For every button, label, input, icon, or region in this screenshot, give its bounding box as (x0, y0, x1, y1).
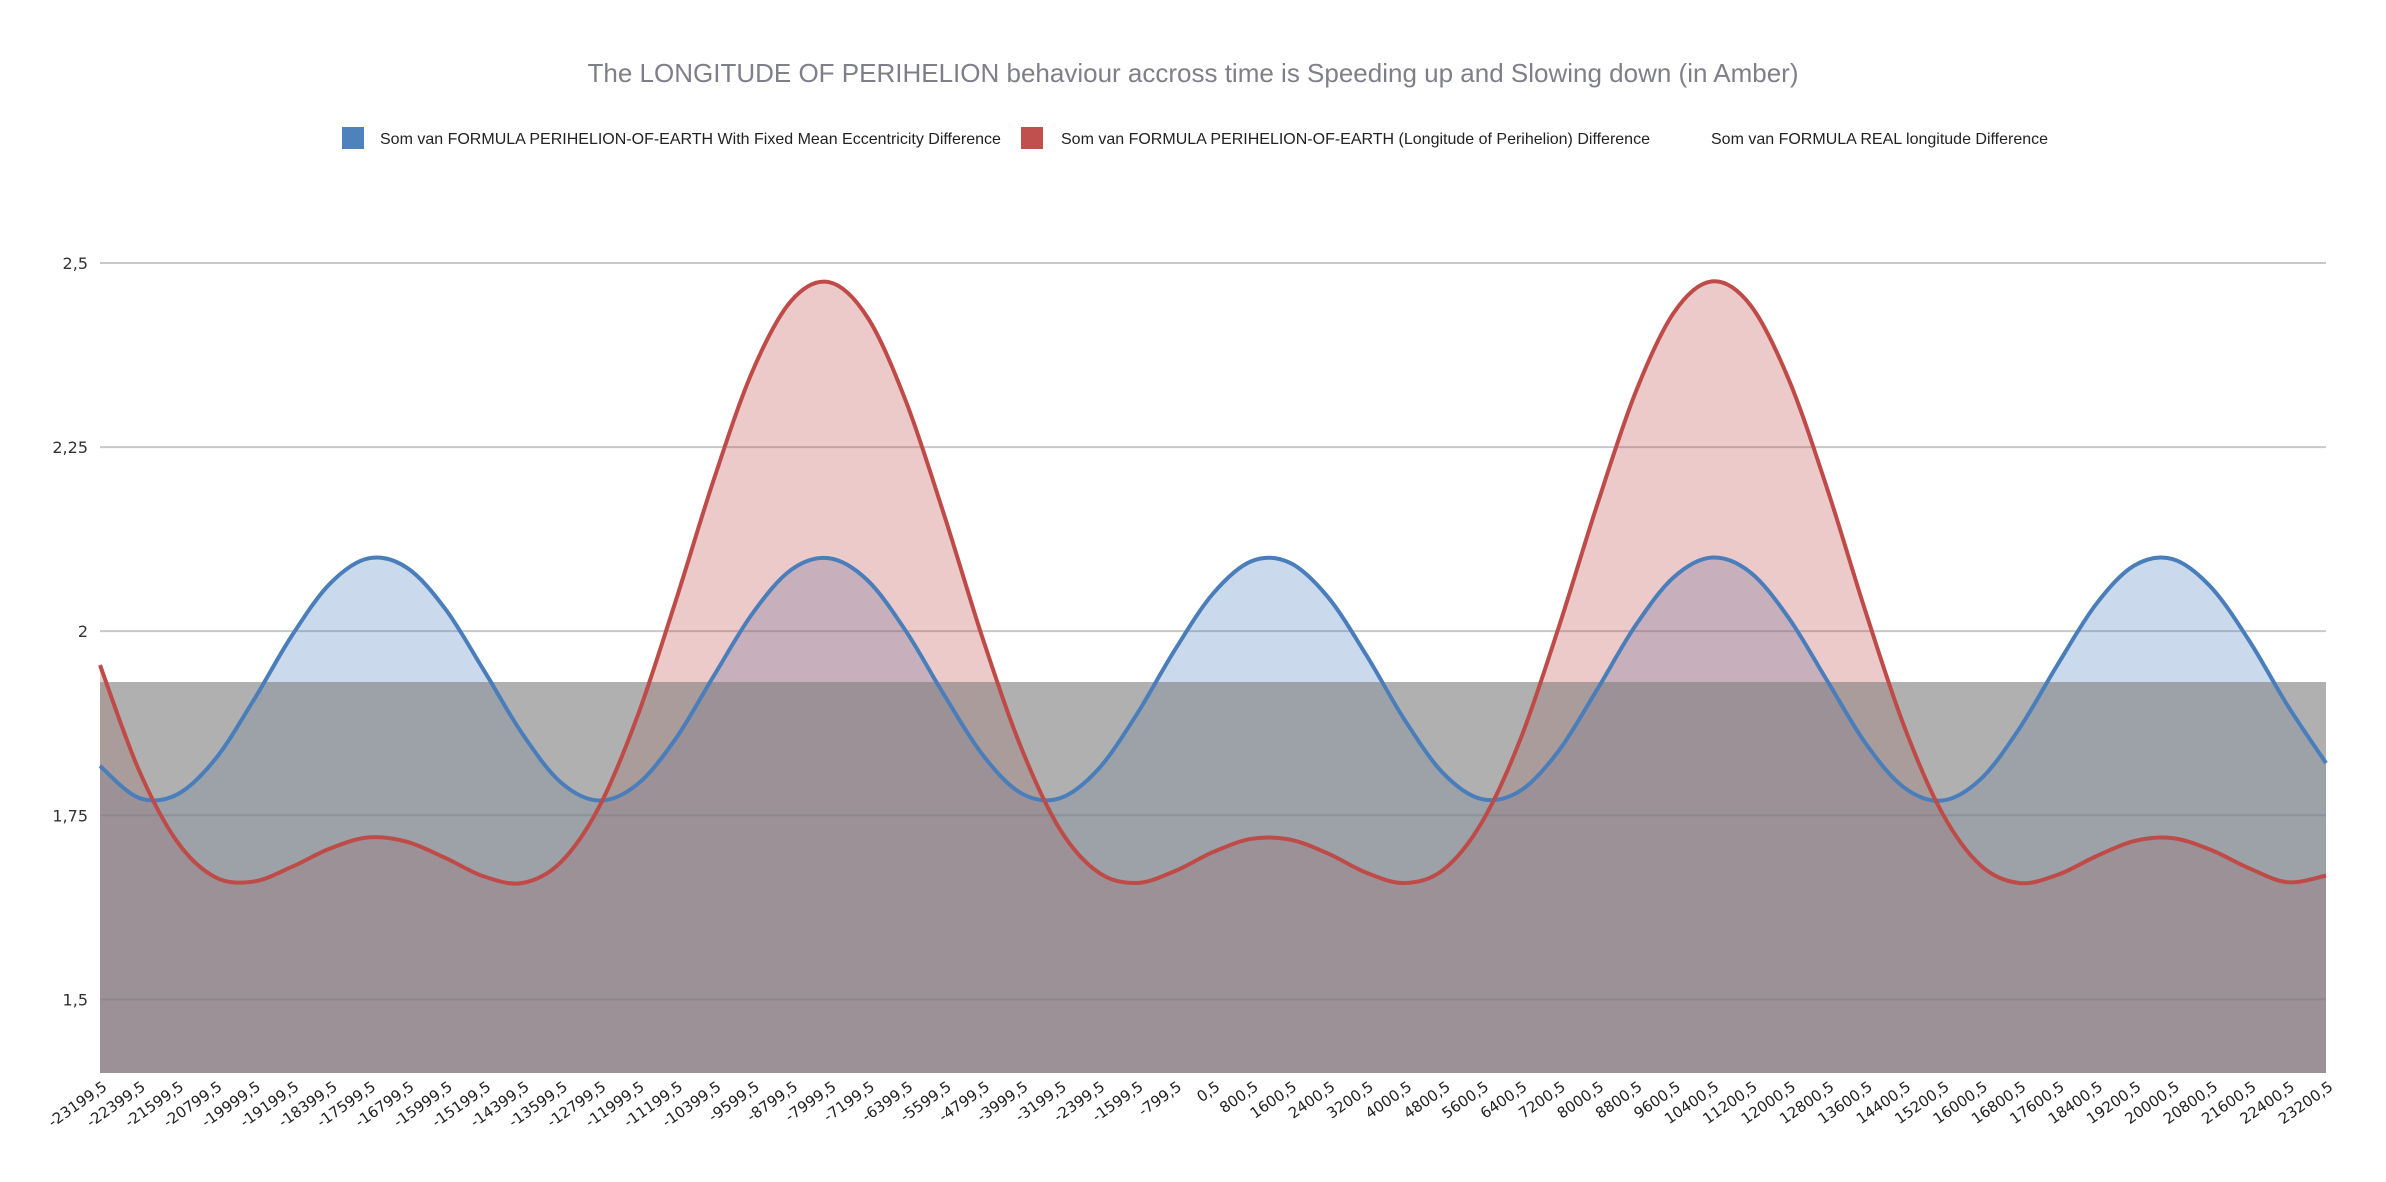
legend-item-real-longitude[interactable]: Som van FORMULA REAL longitude Differenc… (1711, 131, 2048, 148)
y-tick-label: 2 (78, 622, 88, 641)
line-longitude-of-perihelion (98, 279, 2327, 886)
x-tick-label: -799,5 (1135, 1078, 1185, 1120)
series-lines (98, 279, 2328, 886)
legend-label: Som van FORMULA REAL longitude Differenc… (1711, 131, 2048, 148)
legend-swatch-red (1021, 127, 1043, 149)
legend-item-longitude-of-perihelion[interactable]: Som van FORMULA PERIHELION-OF-EARTH (Lon… (1021, 127, 1650, 149)
y-tick-label: 1,75 (52, 806, 88, 825)
y-axis: 1,5 1,75 2 2,25 2,5 (52, 254, 88, 1009)
y-tick-label: 2,5 (63, 254, 88, 273)
legend-item-fixed-eccentricity[interactable]: Som van FORMULA PERIHELION-OF-EARTH With… (342, 127, 1001, 149)
y-tick-label: 1,5 (63, 990, 88, 1009)
x-axis: -23199,5-22399,5-21599,5-20799,5-19999,5… (45, 1078, 2337, 1131)
series-fills (100, 281, 2326, 1073)
legend: Som van FORMULA PERIHELION-OF-EARTH With… (342, 127, 2048, 149)
legend-swatch-blue (342, 127, 364, 149)
legend-label: Som van FORMULA PERIHELION-OF-EARTH (Lon… (1061, 131, 1650, 148)
chart-title: The LONGITUDE OF PERIHELION behaviour ac… (588, 58, 1799, 88)
legend-label: Som van FORMULA PERIHELION-OF-EARTH With… (380, 131, 1001, 148)
y-tick-label: 2,25 (52, 438, 88, 457)
line-fixed-eccentricity (98, 555, 2328, 803)
area-real-longitude (100, 681, 2326, 1073)
